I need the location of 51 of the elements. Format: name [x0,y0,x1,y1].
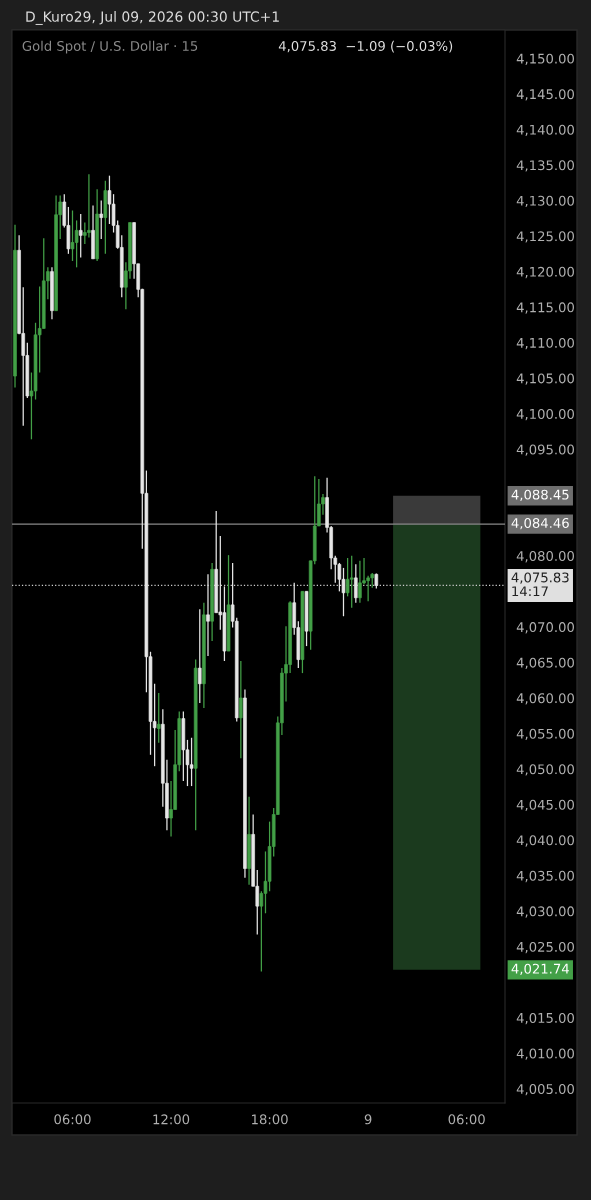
y-tick-label: 4,035.00 [516,870,574,883]
y-tick-label: 4,130.00 [516,195,574,208]
x-tick-label: 18:00 [252,1114,288,1125]
y-tick-label: 4,015.00 [516,1012,574,1025]
y-tick-label: 4,060.00 [516,693,574,705]
ref-line-label: 4,075.83 14:17 [511,572,569,596]
candlestick [206,573,210,657]
ref-line-label: 4,084.46 [511,518,569,530]
candlestick [156,692,161,744]
y-tick-label: 4,065.00 [516,657,574,669]
y-tick-label: 4,100.00 [516,408,574,421]
y-tick-label: 4,105.00 [516,373,574,385]
y-tick-label: 4,005.00 [516,1084,574,1096]
candlestick [78,213,83,259]
y-tick-label: 4,125.00 [516,231,574,243]
x-tick-label: 12:00 [153,1114,190,1125]
text: D_Kuro29, Jul 09, 2026 00:30 UTC+1 [26,11,279,25]
y-tick-label: 4,145.00 [516,89,574,101]
candlestick [74,219,79,268]
candlestick [358,560,362,604]
candlestick [349,555,354,609]
band-label: 4,021.74 [511,963,569,976]
y-tick-label: 4,040.00 [516,835,574,847]
y-tick-label: 4,030.00 [516,906,574,918]
candlestick [198,608,202,704]
y-tick-label: 4,010.00 [516,1048,574,1060]
candlestick [354,563,358,604]
x-tick-label: 9 [364,1114,372,1125]
y-tick-label: 4,055.00 [516,728,574,741]
y-tick-label: 4,110.00 [516,337,574,350]
candlestick [341,567,346,617]
y-tick-label: 4,095.00 [516,444,574,456]
y-tick-label: 4,080.00 [516,551,574,563]
y-tick-label: 4,025.00 [516,941,574,954]
y-tick-label: 4,140.00 [516,124,574,137]
candlestick [87,173,91,239]
y-tick-label: 4,120.00 [516,266,574,279]
y-tick-label: 4,045.00 [516,799,574,812]
y-tick-label: 4,115.00 [516,302,574,314]
candlestick [99,199,104,240]
band-label: 4,088.45 [511,489,569,501]
text: Gold Spot / U.S. Dollar · 15 [22,40,198,54]
candlestick [239,660,243,759]
text: 4,075.83 −1.09 (−0.03%) [278,40,453,53]
candlestick [189,737,194,787]
y-tick-label: 4,050.00 [516,764,574,776]
y-tick-label: 4,150.00 [516,53,574,65]
x-tick-label: 06:00 [448,1114,485,1125]
x-tick-label: 06:00 [54,1114,91,1125]
y-tick-label: 4,070.00 [516,622,574,634]
y-tick-label: 4,135.00 [516,160,574,172]
